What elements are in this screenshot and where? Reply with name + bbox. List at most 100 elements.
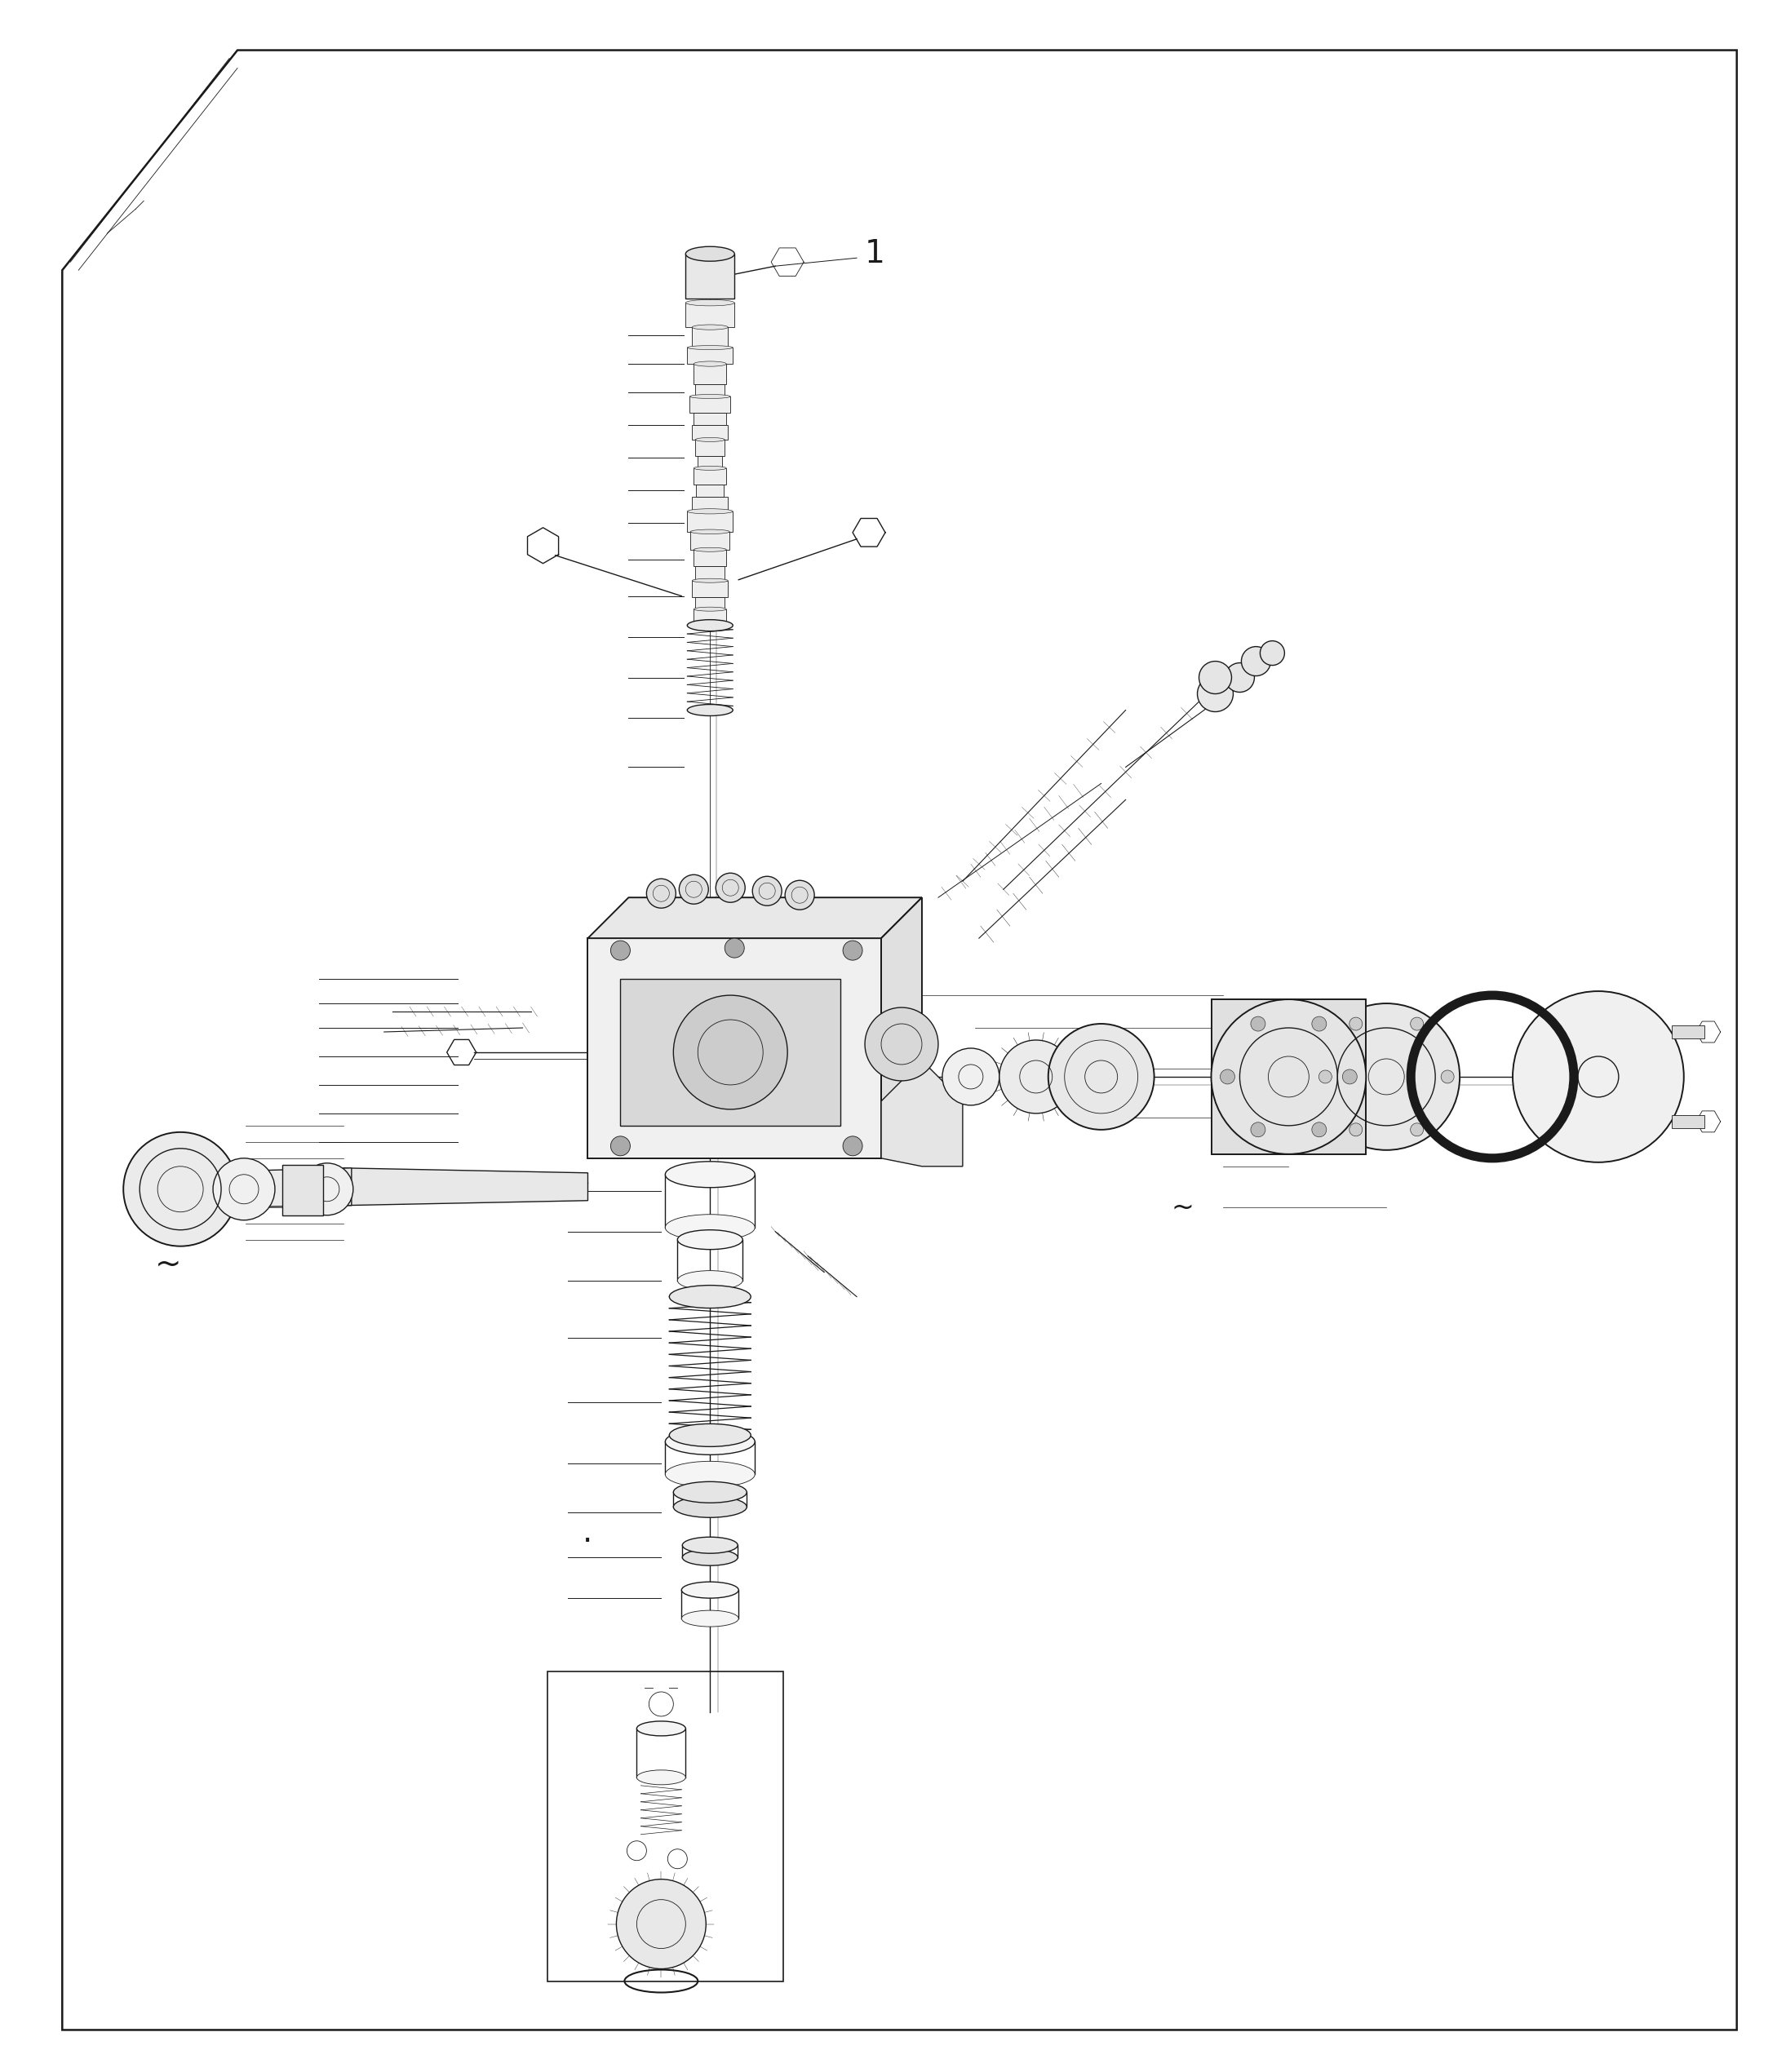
Ellipse shape: [670, 1423, 750, 1446]
Circle shape: [1261, 640, 1284, 665]
Ellipse shape: [688, 346, 732, 350]
Circle shape: [616, 1879, 705, 1968]
Circle shape: [1198, 661, 1232, 694]
Ellipse shape: [677, 1231, 743, 1249]
Circle shape: [1197, 675, 1232, 713]
Polygon shape: [693, 425, 729, 439]
Circle shape: [1313, 1017, 1327, 1032]
Circle shape: [1313, 1003, 1459, 1150]
Ellipse shape: [688, 620, 732, 632]
Polygon shape: [695, 597, 725, 609]
Polygon shape: [693, 327, 729, 348]
Circle shape: [1348, 1123, 1363, 1135]
Circle shape: [1441, 1071, 1454, 1084]
Circle shape: [673, 995, 788, 1109]
Polygon shape: [697, 485, 723, 497]
Polygon shape: [693, 609, 727, 626]
Ellipse shape: [693, 607, 727, 611]
Circle shape: [1318, 1071, 1332, 1084]
Polygon shape: [693, 365, 727, 383]
Ellipse shape: [664, 1430, 755, 1455]
Polygon shape: [880, 897, 922, 1158]
Polygon shape: [693, 412, 727, 425]
Polygon shape: [693, 580, 729, 597]
Polygon shape: [689, 396, 730, 412]
Ellipse shape: [638, 1769, 686, 1784]
Polygon shape: [691, 533, 730, 549]
Ellipse shape: [638, 1722, 686, 1736]
Text: ~: ~: [1172, 1193, 1195, 1220]
Ellipse shape: [688, 704, 732, 715]
Circle shape: [1513, 990, 1684, 1162]
Ellipse shape: [682, 1550, 738, 1566]
Ellipse shape: [664, 1214, 755, 1241]
Polygon shape: [693, 497, 729, 512]
Polygon shape: [229, 1169, 352, 1208]
Circle shape: [725, 939, 745, 957]
Polygon shape: [698, 456, 722, 468]
Text: ~: ~: [155, 1249, 182, 1280]
Circle shape: [611, 941, 630, 959]
Polygon shape: [686, 303, 734, 327]
Text: 1: 1: [864, 238, 886, 269]
Circle shape: [1348, 1017, 1363, 1030]
Polygon shape: [880, 1061, 963, 1167]
Circle shape: [843, 1135, 863, 1156]
Circle shape: [302, 1162, 354, 1216]
Polygon shape: [688, 512, 732, 533]
Circle shape: [864, 1007, 938, 1082]
Polygon shape: [686, 255, 734, 298]
Ellipse shape: [670, 1285, 750, 1307]
Polygon shape: [620, 978, 841, 1125]
Circle shape: [1000, 1040, 1073, 1113]
Text: .: .: [582, 1517, 593, 1548]
Circle shape: [1411, 1017, 1423, 1030]
Ellipse shape: [689, 394, 730, 398]
Circle shape: [1225, 663, 1254, 692]
Polygon shape: [588, 939, 880, 1158]
Polygon shape: [343, 1169, 588, 1206]
Polygon shape: [1672, 1026, 1704, 1038]
Polygon shape: [688, 348, 732, 365]
Circle shape: [123, 1131, 238, 1245]
Ellipse shape: [673, 1496, 747, 1517]
Circle shape: [1048, 1024, 1154, 1129]
Circle shape: [1343, 1069, 1357, 1084]
Ellipse shape: [693, 361, 727, 367]
Circle shape: [1220, 1069, 1234, 1084]
Circle shape: [843, 941, 863, 959]
Ellipse shape: [693, 466, 727, 470]
Ellipse shape: [682, 1537, 738, 1554]
Circle shape: [611, 1135, 630, 1156]
Ellipse shape: [686, 300, 734, 307]
Ellipse shape: [693, 325, 729, 329]
Circle shape: [1411, 1123, 1423, 1135]
Ellipse shape: [664, 1461, 755, 1488]
Polygon shape: [695, 383, 725, 396]
Ellipse shape: [664, 1162, 755, 1187]
Circle shape: [1250, 1123, 1266, 1138]
Polygon shape: [1211, 999, 1366, 1154]
Ellipse shape: [691, 530, 730, 535]
Circle shape: [752, 876, 782, 905]
Polygon shape: [693, 549, 727, 566]
Polygon shape: [693, 468, 727, 485]
Ellipse shape: [695, 437, 725, 441]
Ellipse shape: [682, 1581, 739, 1598]
Ellipse shape: [682, 1610, 739, 1627]
Circle shape: [786, 881, 814, 910]
Circle shape: [1313, 1123, 1327, 1138]
Circle shape: [1241, 646, 1270, 675]
Bar: [547, 1672, 784, 1981]
Ellipse shape: [686, 247, 734, 261]
Ellipse shape: [688, 510, 732, 514]
Ellipse shape: [673, 1481, 747, 1502]
Circle shape: [647, 879, 675, 908]
Polygon shape: [588, 897, 922, 939]
Polygon shape: [695, 439, 725, 456]
Circle shape: [943, 1048, 1000, 1104]
Circle shape: [716, 872, 745, 903]
Polygon shape: [695, 566, 725, 580]
Circle shape: [1211, 999, 1366, 1154]
Polygon shape: [282, 1164, 323, 1216]
